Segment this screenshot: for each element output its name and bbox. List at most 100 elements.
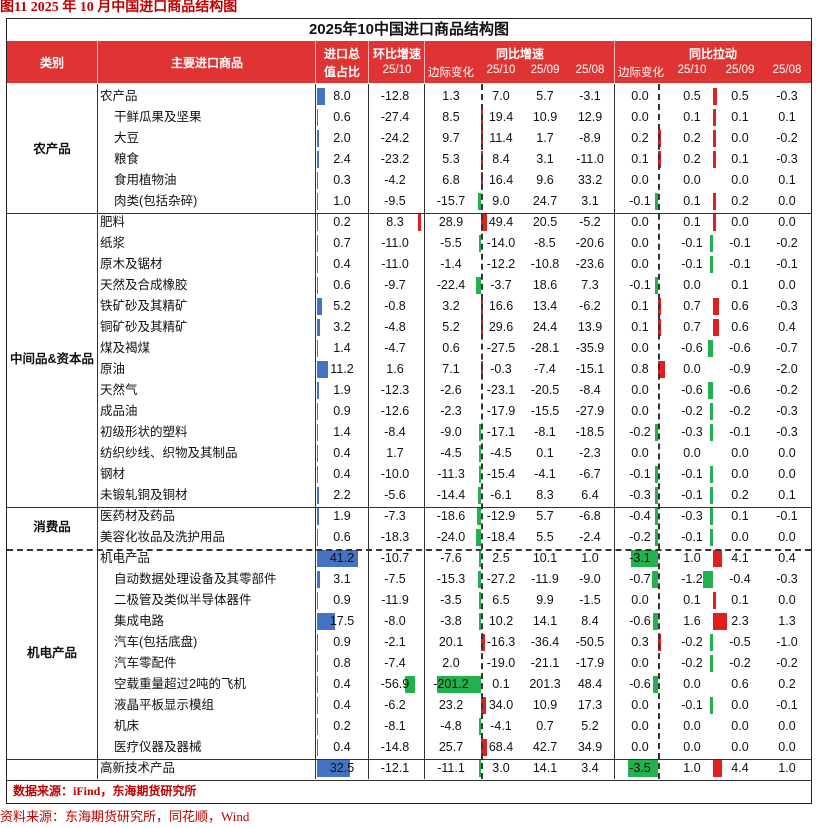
value-yoy08: 8.4	[581, 614, 599, 628]
pull-current-bar	[710, 424, 713, 441]
value-pull08: -0.3	[776, 152, 798, 166]
share-bar	[317, 634, 318, 651]
value-pull10: 0.5	[683, 89, 701, 103]
product-name: 液晶平板显示模组	[114, 698, 215, 712]
value-pull08: 0.0	[778, 719, 796, 733]
value-share: 0.9	[333, 635, 351, 649]
pull-current-bar	[713, 151, 716, 168]
pull-change-bar	[655, 424, 658, 441]
value-pull08: 0.0	[778, 530, 796, 544]
table-row: 美容化妆品及洗护用品 0.6 -18.3 -24.0 -18.4 5.5 -2.4 -0.2 -…	[7, 527, 811, 548]
pull-change-bar	[655, 487, 658, 504]
yoy-change-bar	[476, 508, 481, 525]
value-mom: -12.3	[380, 383, 410, 397]
header-yoy-sub-1: 25/10	[486, 64, 516, 76]
value-pull09: 0.0	[731, 698, 749, 712]
value-yoy09: 5.7	[536, 89, 554, 103]
product-name: 铜矿砂及其精矿	[100, 320, 188, 334]
value-pull10: -0.3	[681, 509, 703, 523]
value-yoy09: -4.1	[534, 467, 556, 481]
value-yoy-chg: 7.1	[442, 362, 460, 376]
value-yoy10: -4.1	[490, 719, 512, 733]
value-yoy08: -6.7	[579, 467, 601, 481]
yoy-change-bar	[479, 718, 481, 735]
pull-current-bar	[710, 655, 713, 672]
mom-bar	[405, 676, 415, 693]
table-row: 自动数据处理设备及其零部件 3.1 -7.5 -15.3 -27.2 -11.9 -9.0 -…	[7, 569, 811, 590]
value-pull-chg: -0.1	[629, 278, 651, 292]
category-label: 农产品	[33, 142, 71, 156]
yoy-change-bar	[477, 193, 481, 210]
value-yoy10: 2.5	[492, 551, 510, 565]
product-name: 汽车(包括底盘)	[114, 635, 198, 649]
column-divider	[97, 84, 98, 779]
value-pull10: -0.1	[681, 488, 703, 502]
product-name: 机床	[114, 719, 140, 733]
value-yoy09: 24.7	[532, 194, 558, 208]
table-row: 天然气 1.9 -12.3 -2.6 -23.1 -20.5 -8.4 0.0 -0.6 -0.6…	[7, 380, 811, 401]
table-row: 集成电路 17.5 -8.0 -3.8 10.2 14.1 8.4 -0.6 1.6 2.3 1.3	[7, 611, 811, 632]
yoy-change-bar	[479, 550, 481, 567]
share-bar	[317, 571, 321, 588]
value-yoy-chg: -5.5	[440, 236, 462, 250]
value-yoy10: -19.0	[486, 656, 516, 670]
share-bar	[317, 88, 325, 105]
product-name: 医药材及药品	[100, 509, 176, 523]
value-yoy08: -11.0	[576, 152, 604, 166]
value-pull10: -0.2	[681, 635, 703, 649]
value-yoy08: -20.6	[575, 236, 605, 250]
yoy-change-bar	[481, 697, 487, 714]
value-share: 0.4	[333, 677, 351, 691]
value-pull08: -0.3	[776, 404, 798, 418]
value-yoy-chg: -24.0	[436, 530, 466, 544]
pull-current-bar	[713, 214, 716, 231]
value-share: 8.0	[333, 89, 351, 103]
pull-change-bar	[652, 613, 658, 630]
value-yoy-chg: 2.0	[442, 656, 460, 670]
group-divider	[7, 549, 811, 551]
pull-current-bar	[710, 466, 713, 483]
value-yoy08: 12.9	[577, 110, 603, 124]
product-name: 食用植物油	[114, 173, 177, 187]
product-name: 初级形状的塑料	[100, 425, 188, 439]
value-pull08: 0.4	[778, 320, 796, 334]
value-yoy10: -0.3	[490, 362, 512, 376]
value-mom: -7.5	[384, 572, 406, 586]
value-pull08: -0.2	[776, 383, 798, 397]
value-yoy09: 8.3	[536, 488, 554, 502]
value-mom: -18.3	[380, 530, 410, 544]
value-yoy-chg: -1.4	[440, 257, 462, 271]
yoy-change-bar	[479, 592, 481, 609]
table-row: 肥料 0.2 8.3 28.9 49.4 20.5 -5.2 0.0 0.1 0.0 0.0	[7, 212, 811, 233]
value-pull10: -0.2	[681, 656, 703, 670]
value-yoy10: 0.1	[492, 677, 510, 691]
value-pull-chg: 0.0	[631, 215, 649, 229]
value-pull-chg: 0.0	[631, 719, 649, 733]
value-pull10: 0.7	[683, 299, 701, 313]
table-header: 类别 主要进口商品 进口总 值占比 环比增速 25/10 同比增速 边际变化 2…	[7, 41, 811, 83]
value-mom: -5.6	[384, 488, 406, 502]
value-pull-chg: 0.1	[631, 320, 649, 334]
header-pull-sub-0: 边际变化	[618, 67, 664, 79]
value-yoy08: 7.3	[581, 278, 599, 292]
pull-current-bar	[713, 193, 716, 210]
value-pull09: 0.0	[731, 173, 749, 187]
value-mom: -4.7	[384, 341, 406, 355]
value-mom: -7.4	[384, 656, 406, 670]
yoy-change-bar	[475, 529, 481, 546]
figure-caption: 图11 2025 年 10 月中国进口商品结构图	[0, 0, 238, 15]
value-pull10: 0.1	[683, 110, 701, 124]
value-yoy-chg: 5.2	[442, 320, 460, 334]
value-share: 2.2	[333, 488, 351, 502]
value-yoy-chg: -4.5	[440, 446, 462, 460]
pull-current-bar	[713, 319, 720, 336]
product-name: 原木及锯材	[100, 257, 163, 271]
value-yoy-chg: -14.4	[436, 488, 466, 502]
value-pull09: 0.6	[731, 677, 749, 691]
pull-current-bar	[713, 88, 718, 105]
value-pull-chg: -0.2	[629, 425, 651, 439]
share-bar	[317, 739, 318, 756]
value-yoy-chg: 5.3	[442, 152, 460, 166]
value-yoy08: 34.9	[577, 740, 603, 754]
value-yoy10: 7.0	[492, 89, 510, 103]
